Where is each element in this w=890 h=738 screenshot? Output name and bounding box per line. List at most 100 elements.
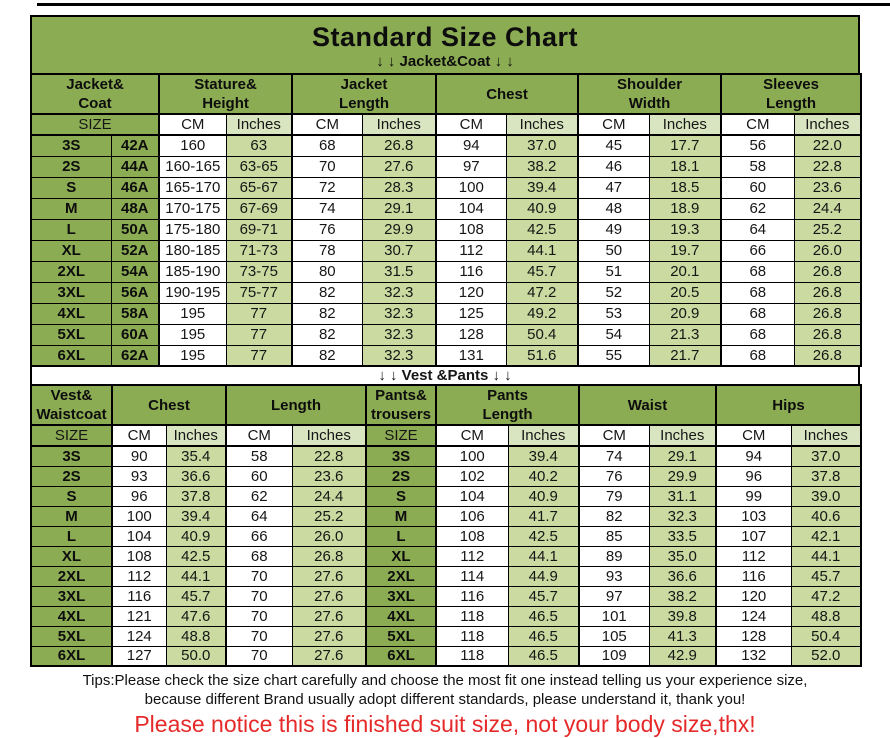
data-cell: 45.7 [505, 260, 579, 283]
data-cell: 89 [578, 545, 650, 567]
data-cell: 121 [111, 605, 167, 627]
data-cell: 120 [435, 281, 507, 304]
data-cell: 47.2 [505, 281, 579, 304]
data-cell: 64 [225, 505, 293, 527]
data-cell: 77 [225, 323, 293, 346]
data-cell: 124 [111, 625, 167, 647]
size-cell: M [365, 505, 437, 527]
data-cell: 40.2 [507, 465, 580, 487]
data-cell: 103 [715, 505, 792, 527]
data-cell: 66 [720, 239, 795, 262]
unit-header-cell: CM [715, 424, 792, 447]
data-cell: 99 [715, 485, 792, 507]
data-cell: 104 [435, 197, 507, 220]
data-cell: 74 [291, 197, 363, 220]
table-row: 6XL 127 50.0 70 27.6 6XL 118 46.5 109 42.9 132 52.0 [30, 645, 862, 667]
size-cell: 6XL [30, 645, 113, 667]
data-cell: 39.4 [507, 445, 580, 467]
data-cell: 128 [715, 625, 792, 647]
table-row: S 46A 165-170 65-67 72 28.3 100 39.4 47 18.5 60 23.… [30, 176, 862, 199]
data-cell: 30.7 [361, 239, 437, 262]
data-cell: 45.7 [507, 585, 580, 607]
column-group-header: Vest& Waistcoat [30, 384, 113, 426]
size-cell: XL [30, 239, 112, 262]
data-cell: 70 [225, 565, 293, 587]
data-cell: 85 [578, 525, 650, 547]
data-cell: 26.8 [793, 323, 862, 346]
column-group-header: Hips [715, 384, 862, 426]
unit-header-cell: SIZE [365, 424, 437, 447]
data-cell: 165-170 [158, 176, 227, 199]
title-band: Standard Size Chart ↓ ↓ Jacket&Coat ↓ ↓ [30, 15, 860, 73]
table-row: 2S 93 36.6 60 23.6 2S 102 40.2 76 29.9 96 37.8 [30, 465, 862, 487]
data-cell: 42.5 [507, 525, 580, 547]
table-row: L 104 40.9 66 26.0 L 108 42.5 85 33.5 107 42.1 [30, 525, 862, 547]
data-cell: 19.7 [648, 239, 722, 262]
data-cell: 109 [578, 645, 650, 667]
data-cell: 104 [111, 525, 167, 547]
data-cell: 44.1 [790, 545, 862, 567]
data-cell: 36.6 [165, 465, 227, 487]
data-cell: 76 [578, 465, 650, 487]
data-cell: 48.8 [790, 605, 862, 627]
data-cell: 50.4 [505, 323, 579, 346]
unit-header-cell: Inches [505, 113, 579, 136]
size-cell: 52A [110, 239, 160, 262]
data-cell: 94 [435, 134, 507, 157]
size-cell: 2S [30, 155, 112, 178]
unit-header-cell: CM [111, 424, 167, 447]
data-cell: 42.5 [165, 545, 227, 567]
size-cell: 62A [110, 344, 160, 367]
data-cell: 24.4 [291, 485, 367, 507]
data-cell: 93 [578, 565, 650, 587]
data-cell: 17.7 [648, 134, 722, 157]
data-cell: 93 [111, 465, 167, 487]
vest-pants-section-label: ↓ ↓ Vest &Pants ↓ ↓ [30, 367, 860, 384]
data-cell: 106 [435, 505, 509, 527]
data-cell: 26.0 [793, 239, 862, 262]
data-cell: 46 [577, 155, 650, 178]
data-cell: 27.6 [291, 565, 367, 587]
data-cell: 37.8 [790, 465, 862, 487]
size-cell: S [365, 485, 437, 507]
data-cell: 82 [578, 505, 650, 527]
data-cell: 44.9 [507, 565, 580, 587]
data-cell: 160 [158, 134, 227, 157]
table-row: L 50A 175-180 69-71 76 29.9 108 42.5 49 19.3 64 25.… [30, 218, 862, 241]
jacket-coat-section-label: ↓ ↓ Jacket&Coat ↓ ↓ [376, 53, 514, 70]
unit-header-cell: CM [577, 113, 650, 136]
table-row: 6XL 62A 195 77 82 32.3 131 51.6 55 21.7 68 26.8 [30, 344, 862, 367]
size-cell: 3S [30, 445, 113, 467]
unit-header-cell: Inches [291, 424, 367, 447]
unit-header-cell: Inches [361, 113, 437, 136]
data-cell: 21.7 [648, 344, 722, 367]
data-cell: 42.9 [648, 645, 717, 667]
column-group-header: Shoulder Width [577, 73, 722, 115]
data-cell: 68 [720, 323, 795, 346]
data-cell: 22.0 [793, 134, 862, 157]
data-cell: 100 [435, 176, 507, 199]
column-group-header: Sleeves Length [720, 73, 862, 115]
data-cell: 40.9 [507, 485, 580, 507]
column-group-header: Jacket Length [291, 73, 437, 115]
data-cell: 35.4 [165, 445, 227, 467]
table-row: 2XL 54A 185-190 73-75 80 31.5 116 45.7 51 20.1 68 2… [30, 260, 862, 283]
table-row: 3S 42A 160 63 68 26.8 94 37.0 45 17.7 56 22.0 [30, 134, 862, 157]
data-cell: 26.8 [361, 134, 437, 157]
size-cell: 42A [110, 134, 160, 157]
data-cell: 76 [291, 218, 363, 241]
data-cell: 37.0 [505, 134, 579, 157]
data-cell: 38.2 [648, 585, 717, 607]
data-cell: 118 [435, 605, 509, 627]
data-cell: 44.1 [507, 545, 580, 567]
data-cell: 18.5 [648, 176, 722, 199]
data-cell: 54 [577, 323, 650, 346]
data-cell: 79 [578, 485, 650, 507]
data-cell: 46.5 [507, 625, 580, 647]
data-cell: 127 [111, 645, 167, 667]
size-cell: 60A [110, 323, 160, 346]
data-cell: 44.1 [505, 239, 579, 262]
column-group-header: Stature& Height [158, 73, 293, 115]
table-row: XL 108 42.5 68 26.8 XL 112 44.1 89 35.0 112 44.1 [30, 545, 862, 567]
data-cell: 32.3 [361, 344, 437, 367]
